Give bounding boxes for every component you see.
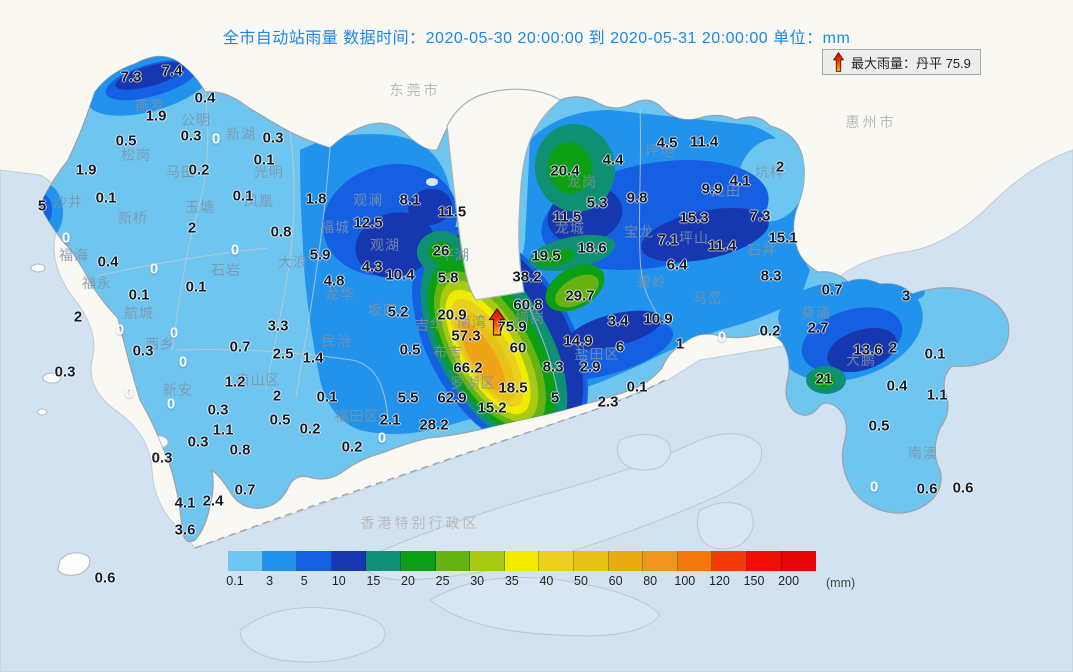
legend-color-cell	[366, 551, 401, 571]
color-legend: (mm) 0.1 3 5 10 15 20 25 30 35 40 50 60 80 100 120 150 2…	[226, 551, 855, 590]
district-boundaries	[87, 91, 659, 421]
legend-tick: 50	[574, 574, 588, 588]
islands	[30, 263, 91, 576]
legend-color-cell	[470, 551, 505, 571]
legend-color-cell	[539, 551, 574, 571]
legend-tick: 200	[778, 574, 800, 588]
page-title-text: 全市自动站雨量 数据时间：2020-05-30 20:00:00 到 2020-…	[222, 30, 851, 47]
legend-tick: 30	[470, 574, 485, 588]
up-arrow-icon	[832, 52, 845, 72]
legend-color-cell	[781, 551, 817, 571]
legend-tick: 5	[300, 574, 308, 588]
legend-color-cell	[297, 551, 332, 571]
legend-color-cell	[228, 551, 263, 571]
max-rainfall-badge: 最大雨量：丹平 75.9	[822, 49, 981, 75]
legend-tick: 25	[435, 574, 450, 588]
max-rain-marker-icon	[488, 307, 506, 336]
legend-color-bar	[228, 551, 817, 571]
legend-unit-label: (mm)	[826, 576, 856, 590]
legend-color-cell	[400, 551, 436, 571]
legend-tick: 35	[504, 574, 519, 588]
legend-tick: 3	[266, 574, 274, 588]
legend-tick: 15	[366, 574, 381, 588]
border-dashed-line	[194, 377, 669, 549]
page-title: 全市自动站雨量 数据时间：2020-05-30 20:00:00 到 2020-…	[0, 24, 1073, 48]
legend-tick: 40	[539, 574, 554, 588]
legend-color-cell	[712, 551, 747, 571]
legend-color-cell	[331, 551, 367, 571]
dongguan-wedge	[446, 88, 561, 301]
legend-tick: 100	[674, 574, 696, 588]
legend-color-cell	[643, 551, 678, 571]
legend-tick: 120	[708, 574, 730, 588]
max-rainfall-label: 最大雨量：丹平 75.9	[851, 55, 971, 71]
legend-color-cell	[573, 551, 609, 571]
legend-tick: 10	[331, 574, 346, 588]
legend-color-cell	[608, 551, 644, 571]
legend-color-cell	[504, 551, 540, 571]
legend-tick: 20	[401, 574, 415, 588]
sea	[0, 149, 1073, 672]
legend-tick: 80	[643, 574, 658, 588]
legend-color-cell	[262, 551, 298, 571]
legend-color-cell	[677, 551, 713, 571]
legend-color-cell	[435, 551, 471, 571]
legend-color-cell	[746, 551, 782, 571]
legend-tick: 60	[608, 574, 623, 588]
legend-tick: 150	[743, 574, 765, 588]
hongkong-land	[239, 433, 762, 663]
legend-tick: 0.1	[226, 574, 244, 588]
legend-tick-labels: (mm) 0.1 3 5 10 15 20 25 30 35 40 50 60 80 100 120 150 2…	[226, 574, 855, 590]
